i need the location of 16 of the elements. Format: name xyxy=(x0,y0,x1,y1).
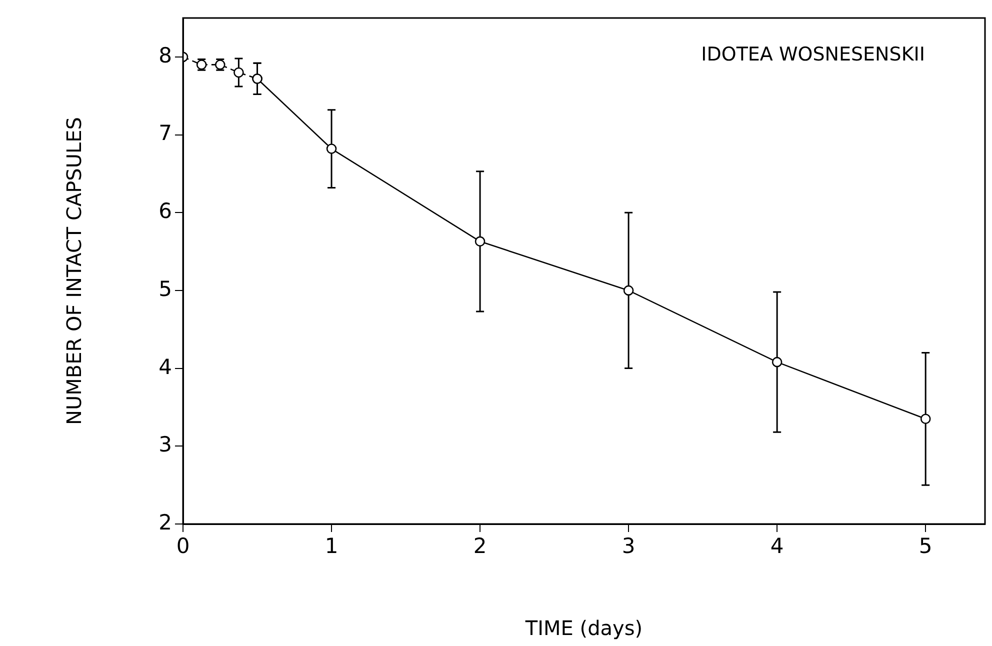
y-tick-label: 7 xyxy=(158,121,172,146)
y-tick-label: 3 xyxy=(158,432,172,457)
y-tick-label: 2 xyxy=(158,510,172,534)
x-tick-label: 0 xyxy=(176,534,190,558)
x-axis-title: TIME (days) xyxy=(524,616,643,640)
x-tick-label: 3 xyxy=(622,534,636,558)
y-tick-label: 8 xyxy=(158,43,172,68)
x-tick-label: 5 xyxy=(918,534,932,558)
x-tick-label: 2 xyxy=(473,534,487,558)
y-tick-label: 5 xyxy=(158,276,172,301)
y-axis-title: NUMBER OF INTACT CAPSULES xyxy=(62,117,86,425)
x-tick-label: 1 xyxy=(324,534,338,558)
annotation: IDOTEA WOSNESENSKII xyxy=(701,43,925,66)
x-tick-label: 4 xyxy=(770,534,784,558)
y-tick-label: 4 xyxy=(158,354,172,379)
y-tick-label: 6 xyxy=(158,199,172,224)
